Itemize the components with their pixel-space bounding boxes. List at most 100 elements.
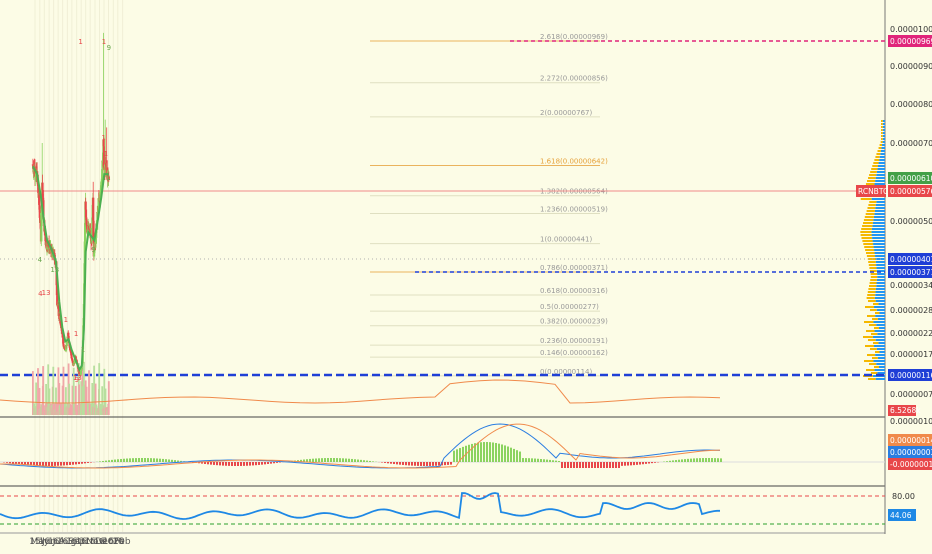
volume-profile-bar	[868, 261, 876, 263]
macd-histogram-bar	[585, 462, 587, 468]
volume-profile-bar	[875, 183, 885, 185]
macd-histogram-bar	[393, 462, 395, 464]
volume-profile-bar	[875, 255, 885, 257]
volume-profile-bar	[864, 360, 873, 362]
macd-histogram-bar	[429, 462, 431, 466]
macd-histogram-bar	[684, 459, 686, 462]
macd-histogram-bar	[48, 462, 50, 466]
volume-profile-bar	[883, 141, 885, 143]
volume-profile-bar	[861, 228, 872, 230]
fib-label: 0.382(0.00000239)	[540, 318, 608, 326]
volume-profile-bar	[864, 219, 873, 221]
volume-profile-bar	[868, 204, 875, 206]
volume-profile-bar	[868, 339, 876, 341]
macd-histogram-bar	[450, 462, 452, 465]
macd-histogram-bar	[648, 462, 650, 464]
volume-profile-bar	[875, 156, 879, 158]
macd-histogram-bar	[318, 458, 320, 462]
sequential-count-annotation: 9	[91, 246, 95, 254]
volume-profile-bar	[877, 372, 885, 374]
macd-histogram-bar	[348, 459, 350, 462]
macd-histogram-bar	[165, 459, 167, 462]
price-label: 0.00000371	[890, 268, 932, 277]
macd-histogram-bar	[237, 462, 239, 466]
macd-histogram-bar	[270, 462, 272, 464]
volume-profile-bar	[866, 213, 875, 215]
macd-histogram-bar	[261, 462, 263, 465]
volume-profile-bar	[870, 282, 877, 284]
macd-histogram-bar	[309, 459, 311, 462]
volume-profile-bar	[883, 123, 885, 125]
macd-histogram-bar	[588, 462, 590, 468]
volume-profile-bar	[872, 225, 885, 227]
macd-histogram-bar	[228, 462, 230, 466]
volume-label: 6.5268k	[890, 406, 921, 415]
volume-profile-bar	[873, 240, 885, 242]
macd-histogram-bar	[549, 460, 551, 462]
volume-profile-bar	[869, 285, 876, 287]
volume-profile-bar	[878, 165, 885, 167]
volume-profile-bar	[880, 156, 885, 158]
volume-profile-bar	[872, 318, 878, 320]
macd-histogram-bar	[675, 460, 677, 462]
macd-histogram-bar	[129, 458, 131, 462]
volume-profile-bar	[883, 120, 885, 122]
macd-histogram-bar	[174, 460, 176, 462]
macd-histogram-bar	[219, 462, 221, 465]
macd-histogram-bar	[582, 462, 584, 468]
macd-histogram-bar	[492, 442, 494, 462]
volume-profile-bar	[876, 267, 885, 269]
macd-histogram-bar	[315, 458, 317, 462]
macd-histogram-bar	[678, 460, 680, 462]
macd-histogram-bar	[543, 459, 545, 462]
macd-histogram-bar	[417, 462, 419, 466]
macd-histogram-bar	[132, 458, 134, 462]
macd-histogram-bar	[702, 458, 704, 462]
macd-histogram-bar	[252, 462, 254, 465]
volume-profile-bar	[876, 378, 885, 380]
macd-histogram-bar	[264, 462, 266, 464]
volume-profile-bar	[875, 210, 885, 212]
volume-profile-bar	[875, 294, 885, 296]
macd-histogram-bar	[399, 462, 401, 465]
volume-profile-bar	[876, 291, 885, 293]
macd-histogram-bar	[630, 462, 632, 465]
macd-histogram-bar	[390, 462, 392, 464]
volume-profile-bar	[878, 357, 885, 359]
macd-histogram-bar	[147, 458, 149, 462]
macd-histogram-bar	[213, 462, 215, 465]
sequential-count-annotation: 1	[106, 174, 110, 182]
macd-histogram-bar	[369, 461, 371, 462]
macd-histogram-bar	[159, 459, 161, 462]
macd-histogram-bar	[513, 449, 515, 462]
volume-profile-bar	[878, 303, 885, 305]
fib-label: 1.382(0.00000564)	[540, 188, 608, 196]
macd-histogram-bar	[123, 459, 125, 462]
macd-histogram-bar	[240, 462, 242, 466]
volume-profile-bar	[861, 198, 872, 200]
macd-histogram-bar	[345, 458, 347, 462]
volume-profile-bar	[874, 249, 885, 251]
volume-profile-bar	[865, 345, 874, 347]
volume-profile-bar	[876, 174, 885, 176]
volume-profile-bar	[876, 201, 885, 203]
volume-profile-bar	[865, 249, 874, 251]
volume-profile-bar	[862, 225, 872, 227]
macd-histogram-bar	[435, 462, 437, 466]
macd-histogram-bar	[681, 459, 683, 462]
volume-profile-bar	[883, 138, 885, 140]
volume-profile-bar	[872, 357, 878, 359]
macd-histogram-bar	[357, 460, 359, 462]
volume-profile-bar	[881, 123, 883, 125]
macd-histogram-bar	[456, 449, 458, 462]
macd-histogram-bar	[609, 462, 611, 468]
volume-profile-bar	[879, 366, 885, 368]
volume-profile-bar	[876, 324, 885, 326]
macd-histogram-bar	[717, 458, 719, 462]
volume-profile-bar	[866, 369, 875, 371]
volume-profile-bar	[868, 378, 876, 380]
volume-profile-bar	[871, 168, 877, 170]
fib-label: 0.5(0.00000277)	[540, 303, 599, 311]
